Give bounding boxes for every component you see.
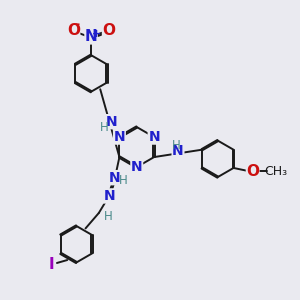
Text: O: O xyxy=(102,23,115,38)
Text: O: O xyxy=(246,164,259,179)
Text: H: H xyxy=(100,121,109,134)
Text: H: H xyxy=(172,139,181,152)
Text: CH₃: CH₃ xyxy=(264,165,287,178)
Text: N: N xyxy=(109,171,121,185)
Text: -: - xyxy=(75,18,80,32)
Text: H: H xyxy=(104,210,112,223)
Text: N: N xyxy=(148,130,160,144)
Text: N: N xyxy=(172,144,184,158)
Text: N: N xyxy=(103,189,115,203)
Text: N: N xyxy=(131,160,142,174)
Text: N: N xyxy=(106,115,117,129)
Text: N: N xyxy=(114,130,125,144)
Text: +: + xyxy=(92,29,101,39)
Text: N: N xyxy=(85,29,98,44)
Text: H: H xyxy=(119,173,128,187)
Text: O: O xyxy=(67,23,80,38)
Text: I: I xyxy=(49,257,55,272)
